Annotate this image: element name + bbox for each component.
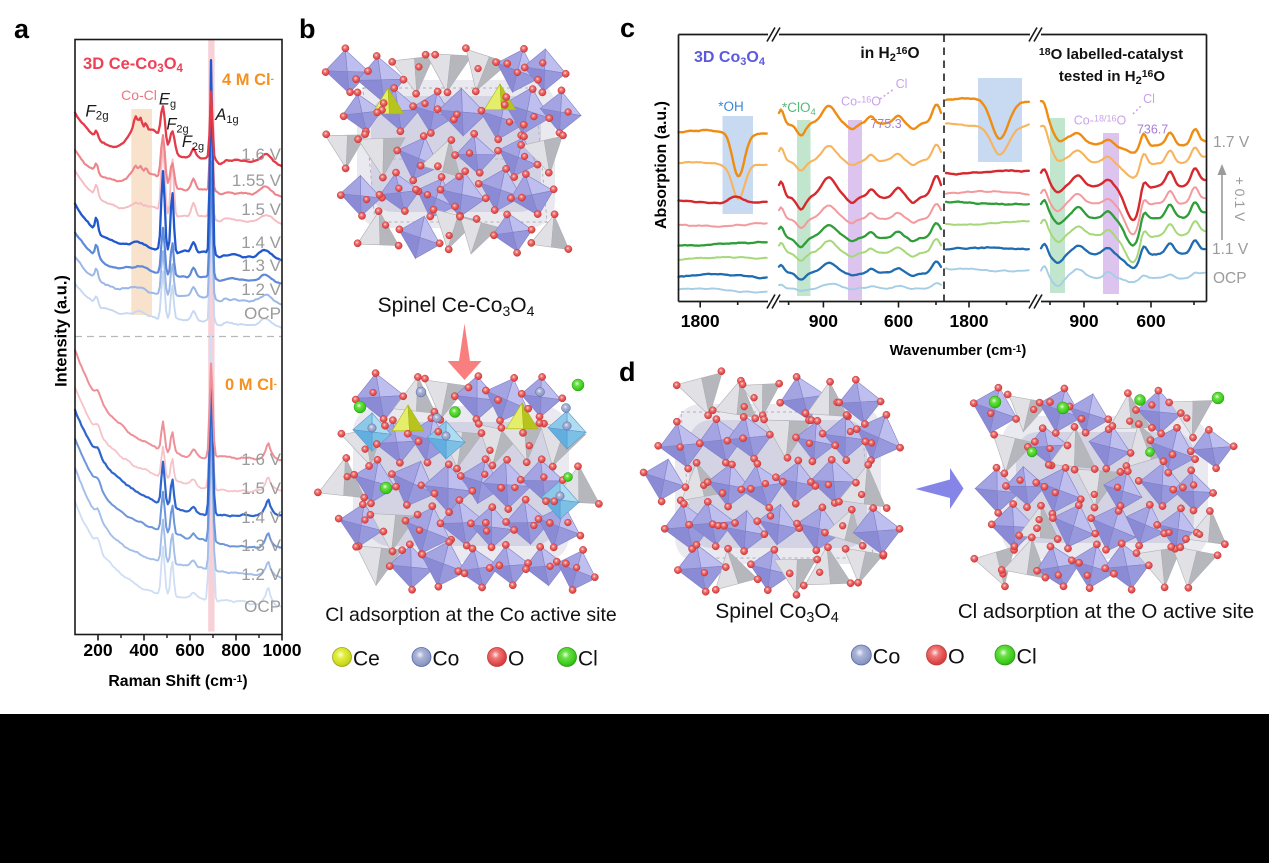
svg-text:736.7: 736.7 bbox=[1137, 123, 1168, 137]
svg-text:1.7 V: 1.7 V bbox=[1213, 134, 1250, 151]
svg-text:Eg: Eg bbox=[159, 91, 176, 111]
svg-text:3D Ce-Co3O4: 3D Ce-Co3O4 bbox=[83, 55, 184, 75]
svg-text:1.6 V: 1.6 V bbox=[241, 450, 281, 469]
svg-text:*OH: *OH bbox=[718, 99, 744, 114]
svg-text:900: 900 bbox=[809, 311, 838, 331]
svg-text:F2g: F2g bbox=[166, 116, 188, 136]
svg-text:Cl: Cl bbox=[1143, 92, 1155, 106]
svg-text:600: 600 bbox=[1136, 311, 1165, 331]
svg-text:4 M Cl-: 4 M Cl- bbox=[222, 71, 274, 89]
svg-text:1.2 V: 1.2 V bbox=[241, 280, 281, 299]
svg-text:Absorption (a.u.): Absorption (a.u.) bbox=[653, 101, 670, 229]
svg-text:0 M Cl-: 0 M Cl- bbox=[225, 376, 277, 394]
svg-text:1.4 V: 1.4 V bbox=[241, 233, 281, 252]
svg-text:b: b bbox=[299, 14, 316, 44]
svg-text:1.2 V: 1.2 V bbox=[241, 565, 281, 584]
svg-text:775.3: 775.3 bbox=[870, 117, 901, 131]
svg-text:Raman Shift (cm-1): Raman Shift (cm-1) bbox=[108, 673, 247, 690]
svg-text:1.5 V: 1.5 V bbox=[241, 479, 281, 498]
svg-text:1800: 1800 bbox=[950, 311, 989, 331]
svg-text:OCP: OCP bbox=[1213, 270, 1247, 287]
svg-text:Cl adsorption at the O active: Cl adsorption at the O active site bbox=[958, 600, 1254, 623]
svg-text:600: 600 bbox=[884, 311, 913, 331]
svg-text:Wavenumber (cm-1): Wavenumber (cm-1) bbox=[890, 343, 1027, 359]
svg-text:1.4 V: 1.4 V bbox=[241, 508, 281, 527]
svg-text:18O labelled-catalyst: 18O labelled-catalyst bbox=[1039, 46, 1183, 63]
svg-text:OCP: OCP bbox=[244, 597, 281, 616]
svg-text:1.3 V: 1.3 V bbox=[241, 256, 281, 275]
svg-text:Co: Co bbox=[873, 645, 901, 669]
svg-text:a: a bbox=[14, 14, 30, 44]
svg-text:O: O bbox=[508, 648, 524, 671]
svg-text:OCP: OCP bbox=[244, 304, 281, 323]
svg-text:Co-16O: Co-16O bbox=[841, 94, 881, 108]
svg-text:1.1 V: 1.1 V bbox=[1212, 241, 1249, 258]
svg-text:200: 200 bbox=[83, 640, 112, 660]
svg-text:800: 800 bbox=[221, 640, 250, 660]
svg-text:400: 400 bbox=[129, 640, 158, 660]
svg-text:F2g: F2g bbox=[85, 102, 108, 123]
svg-text:1800: 1800 bbox=[681, 311, 720, 331]
svg-text:c: c bbox=[620, 13, 635, 43]
svg-text:d: d bbox=[619, 357, 636, 387]
svg-text:*ClO4: *ClO4 bbox=[782, 100, 816, 118]
svg-text:Cl: Cl bbox=[578, 648, 598, 671]
svg-text:Spinel Ce-Co3O4: Spinel Ce-Co3O4 bbox=[378, 294, 535, 319]
svg-text:1.5 V: 1.5 V bbox=[241, 200, 281, 219]
svg-text:Cl: Cl bbox=[896, 77, 908, 91]
svg-text:1.3 V: 1.3 V bbox=[241, 536, 281, 555]
svg-text:+ 0.1 V: + 0.1 V bbox=[1232, 177, 1248, 222]
svg-text:Co-Cl: Co-Cl bbox=[121, 87, 157, 103]
svg-text:F2g: F2g bbox=[182, 133, 204, 153]
svg-text:600: 600 bbox=[175, 640, 204, 660]
svg-text:Intensity (a.u.): Intensity (a.u.) bbox=[53, 275, 71, 387]
svg-text:Spinel Co3O4: Spinel Co3O4 bbox=[715, 600, 839, 626]
svg-text:Cl adsorption at the Co active: Cl adsorption at the Co active site bbox=[325, 604, 617, 626]
svg-text:3D Co3O4: 3D Co3O4 bbox=[694, 49, 766, 68]
svg-text:1.6 V: 1.6 V bbox=[241, 145, 281, 164]
svg-text:Co: Co bbox=[433, 648, 460, 671]
svg-text:Ce: Ce bbox=[353, 648, 380, 671]
svg-text:1.55 V: 1.55 V bbox=[232, 171, 282, 190]
svg-text:Cl: Cl bbox=[1017, 645, 1037, 669]
svg-text:O: O bbox=[948, 645, 965, 669]
svg-text:900: 900 bbox=[1069, 311, 1098, 331]
svg-text:1000: 1000 bbox=[263, 640, 302, 660]
svg-text:A1g: A1g bbox=[214, 106, 238, 126]
